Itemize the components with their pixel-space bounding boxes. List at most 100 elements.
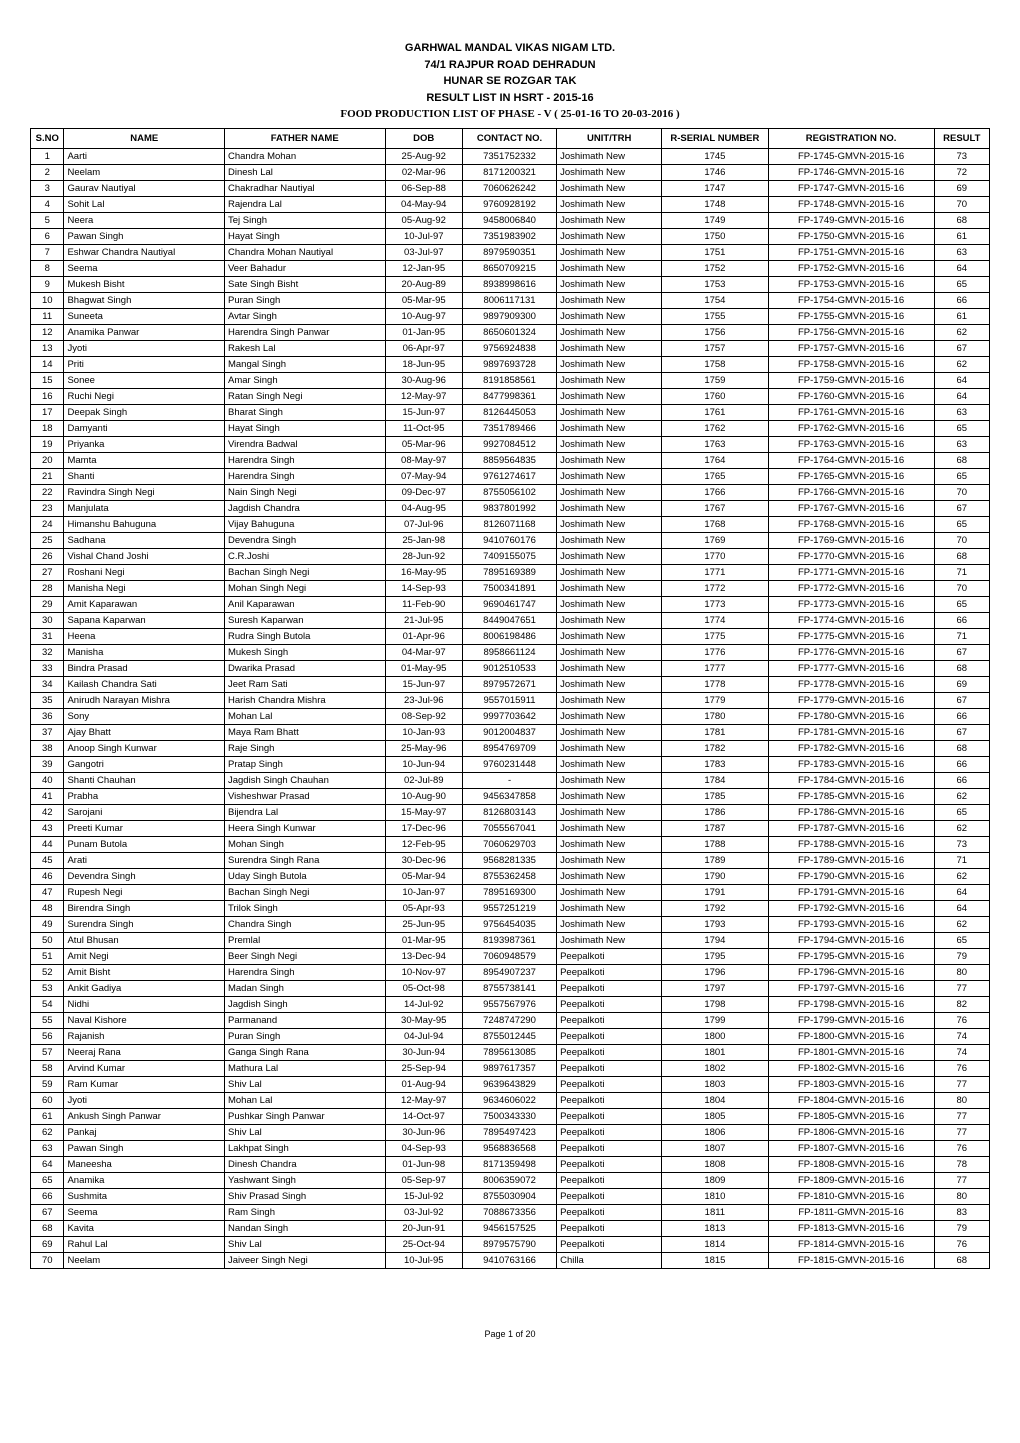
cell-sno: 61 xyxy=(31,1109,64,1125)
cell-result: 65 xyxy=(934,469,989,485)
cell-reg: FP-1760-GMVN-2015-16 xyxy=(768,389,934,405)
cell-name: Mukesh Bisht xyxy=(64,277,225,293)
cell-result: 70 xyxy=(934,485,989,501)
table-row: 30Sapana KaparwanSuresh Kaparwan21-Jul-9… xyxy=(31,613,990,629)
cell-dob: 10-Nov-97 xyxy=(385,965,462,981)
cell-reg: FP-1788-GMVN-2015-16 xyxy=(768,837,934,853)
cell-reg: FP-1783-GMVN-2015-16 xyxy=(768,757,934,773)
cell-dob: 04-Jul-94 xyxy=(385,1029,462,1045)
cell-name: Pawan Singh xyxy=(64,1141,225,1157)
cell-reg: FP-1799-GMVN-2015-16 xyxy=(768,1013,934,1029)
cell-unit: Joshimath New xyxy=(557,773,662,789)
cell-sno: 60 xyxy=(31,1093,64,1109)
cell-result: 67 xyxy=(934,693,989,709)
cell-rserial: 1764 xyxy=(662,453,768,469)
cell-rserial: 1811 xyxy=(662,1205,768,1221)
cell-unit: Joshimath New xyxy=(557,277,662,293)
cell-name: Gangotri xyxy=(64,757,225,773)
cell-result: 68 xyxy=(934,213,989,229)
cell-contact: 8126071168 xyxy=(462,517,556,533)
cell-dob: 02-Jul-89 xyxy=(385,773,462,789)
cell-dob: 10-Jan-93 xyxy=(385,725,462,741)
header-line-3: HUNAR SE ROZGAR TAK xyxy=(30,73,990,90)
cell-name: Surendra Singh xyxy=(64,917,225,933)
cell-contact: 9456347858 xyxy=(462,789,556,805)
cell-father: Hayat Singh xyxy=(224,421,385,437)
cell-result: 68 xyxy=(934,549,989,565)
header-line-2: 74/1 RAJPUR ROAD DEHRADUN xyxy=(30,57,990,74)
cell-result: 62 xyxy=(934,821,989,837)
cell-rserial: 1781 xyxy=(662,725,768,741)
cell-contact: 7895613085 xyxy=(462,1045,556,1061)
cell-result: 77 xyxy=(934,1125,989,1141)
cell-father: Mangal Singh xyxy=(224,357,385,373)
cell-result: 73 xyxy=(934,149,989,165)
cell-unit: Peepalkoti xyxy=(557,1173,662,1189)
col-name: NAME xyxy=(64,129,225,149)
cell-unit: Joshimath New xyxy=(557,517,662,533)
cell-name: Bhagwat Singh xyxy=(64,293,225,309)
cell-contact: 8755362458 xyxy=(462,869,556,885)
cell-reg: FP-1809-GMVN-2015-16 xyxy=(768,1173,934,1189)
cell-father: Raje Singh xyxy=(224,741,385,757)
cell-contact: 7055567041 xyxy=(462,821,556,837)
cell-result: 74 xyxy=(934,1029,989,1045)
cell-rserial: 1753 xyxy=(662,277,768,293)
cell-reg: FP-1815-GMVN-2015-16 xyxy=(768,1253,934,1269)
cell-rserial: 1745 xyxy=(662,149,768,165)
cell-result: 61 xyxy=(934,229,989,245)
cell-father: Ratan Singh Negi xyxy=(224,389,385,405)
cell-contact: 9458006840 xyxy=(462,213,556,229)
cell-rserial: 1785 xyxy=(662,789,768,805)
cell-result: 70 xyxy=(934,533,989,549)
cell-name: Mamta xyxy=(64,453,225,469)
cell-dob: 11-Oct-95 xyxy=(385,421,462,437)
cell-dob: 08-Sep-92 xyxy=(385,709,462,725)
page-footer: Page 1 of 20 xyxy=(30,1329,990,1339)
cell-contact: 8126445053 xyxy=(462,405,556,421)
cell-rserial: 1786 xyxy=(662,805,768,821)
cell-result: 65 xyxy=(934,277,989,293)
cell-rserial: 1809 xyxy=(662,1173,768,1189)
cell-dob: 05-Oct-98 xyxy=(385,981,462,997)
table-row: 4Sohit LalRajendra Lal04-May-94976092819… xyxy=(31,197,990,213)
cell-result: 76 xyxy=(934,1237,989,1253)
cell-contact: 8979575790 xyxy=(462,1237,556,1253)
cell-dob: 04-Aug-95 xyxy=(385,501,462,517)
cell-contact: 9927084512 xyxy=(462,437,556,453)
cell-unit: Joshimath New xyxy=(557,453,662,469)
cell-name: Sonee xyxy=(64,373,225,389)
cell-contact: 7409155075 xyxy=(462,549,556,565)
cell-unit: Joshimath New xyxy=(557,149,662,165)
cell-result: 65 xyxy=(934,421,989,437)
header-line-1: GARHWAL MANDAL VIKAS NIGAM LTD. xyxy=(30,40,990,57)
cell-unit: Joshimath New xyxy=(557,741,662,757)
cell-father: Lakhpat Singh xyxy=(224,1141,385,1157)
cell-rserial: 1747 xyxy=(662,181,768,197)
cell-sno: 47 xyxy=(31,885,64,901)
table-row: 10Bhagwat SinghPuran Singh05-Mar-9580061… xyxy=(31,293,990,309)
cell-dob: 07-May-94 xyxy=(385,469,462,485)
cell-sno: 5 xyxy=(31,213,64,229)
cell-reg: FP-1804-GMVN-2015-16 xyxy=(768,1093,934,1109)
cell-sno: 23 xyxy=(31,501,64,517)
cell-dob: 12-Jan-95 xyxy=(385,261,462,277)
cell-unit: Joshimath New xyxy=(557,821,662,837)
cell-sno: 54 xyxy=(31,997,64,1013)
cell-reg: FP-1807-GMVN-2015-16 xyxy=(768,1141,934,1157)
cell-dob: 14-Oct-97 xyxy=(385,1109,462,1125)
cell-father: Mohan Lal xyxy=(224,709,385,725)
cell-contact: 9760231448 xyxy=(462,757,556,773)
cell-unit: Joshimath New xyxy=(557,933,662,949)
cell-unit: Peepalkoti xyxy=(557,1189,662,1205)
cell-dob: 10-Aug-97 xyxy=(385,309,462,325)
cell-result: 71 xyxy=(934,629,989,645)
table-row: 33Bindra PrasadDwarika Prasad01-May-9590… xyxy=(31,661,990,677)
cell-reg: FP-1754-GMVN-2015-16 xyxy=(768,293,934,309)
cell-dob: 25-Oct-94 xyxy=(385,1237,462,1253)
cell-sno: 45 xyxy=(31,853,64,869)
cell-name: Sapana Kaparwan xyxy=(64,613,225,629)
col-sno: S.NO xyxy=(31,129,64,149)
cell-father: Dwarika Prasad xyxy=(224,661,385,677)
cell-name: Amit Bisht xyxy=(64,965,225,981)
